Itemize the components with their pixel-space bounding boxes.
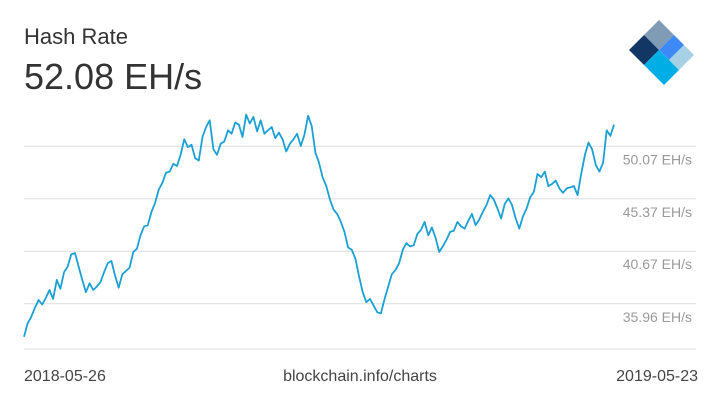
logo-facet-bottom [644, 50, 679, 85]
logo-facet-right [659, 35, 684, 60]
y-tick-label: 40.67 EH/s [623, 256, 692, 272]
x-axis-start-date: 2018-05-26 [24, 368, 106, 385]
current-hash-rate: 52.08 EH/s [24, 56, 203, 97]
blockchain-cube-icon [629, 20, 694, 85]
y-tick-label: 35.96 EH/s [623, 309, 692, 325]
y-tick-label: 50.07 EH/s [623, 151, 692, 167]
series-line [23, 113, 615, 338]
grid-lines [24, 145, 696, 350]
x-axis-end-date: 2019-05-23 [616, 368, 698, 385]
logo-facet-right-edge [669, 45, 694, 70]
y-tick-label: 45.37 EH/s [623, 204, 692, 220]
chart-title: Hash Rate [24, 24, 128, 49]
y-axis-ticks: 35.96 EH/s 40.67 EH/s 45.37 EH/s 50.07 EH/s [623, 151, 692, 325]
source-link[interactable]: blockchain.info/charts [283, 368, 437, 385]
